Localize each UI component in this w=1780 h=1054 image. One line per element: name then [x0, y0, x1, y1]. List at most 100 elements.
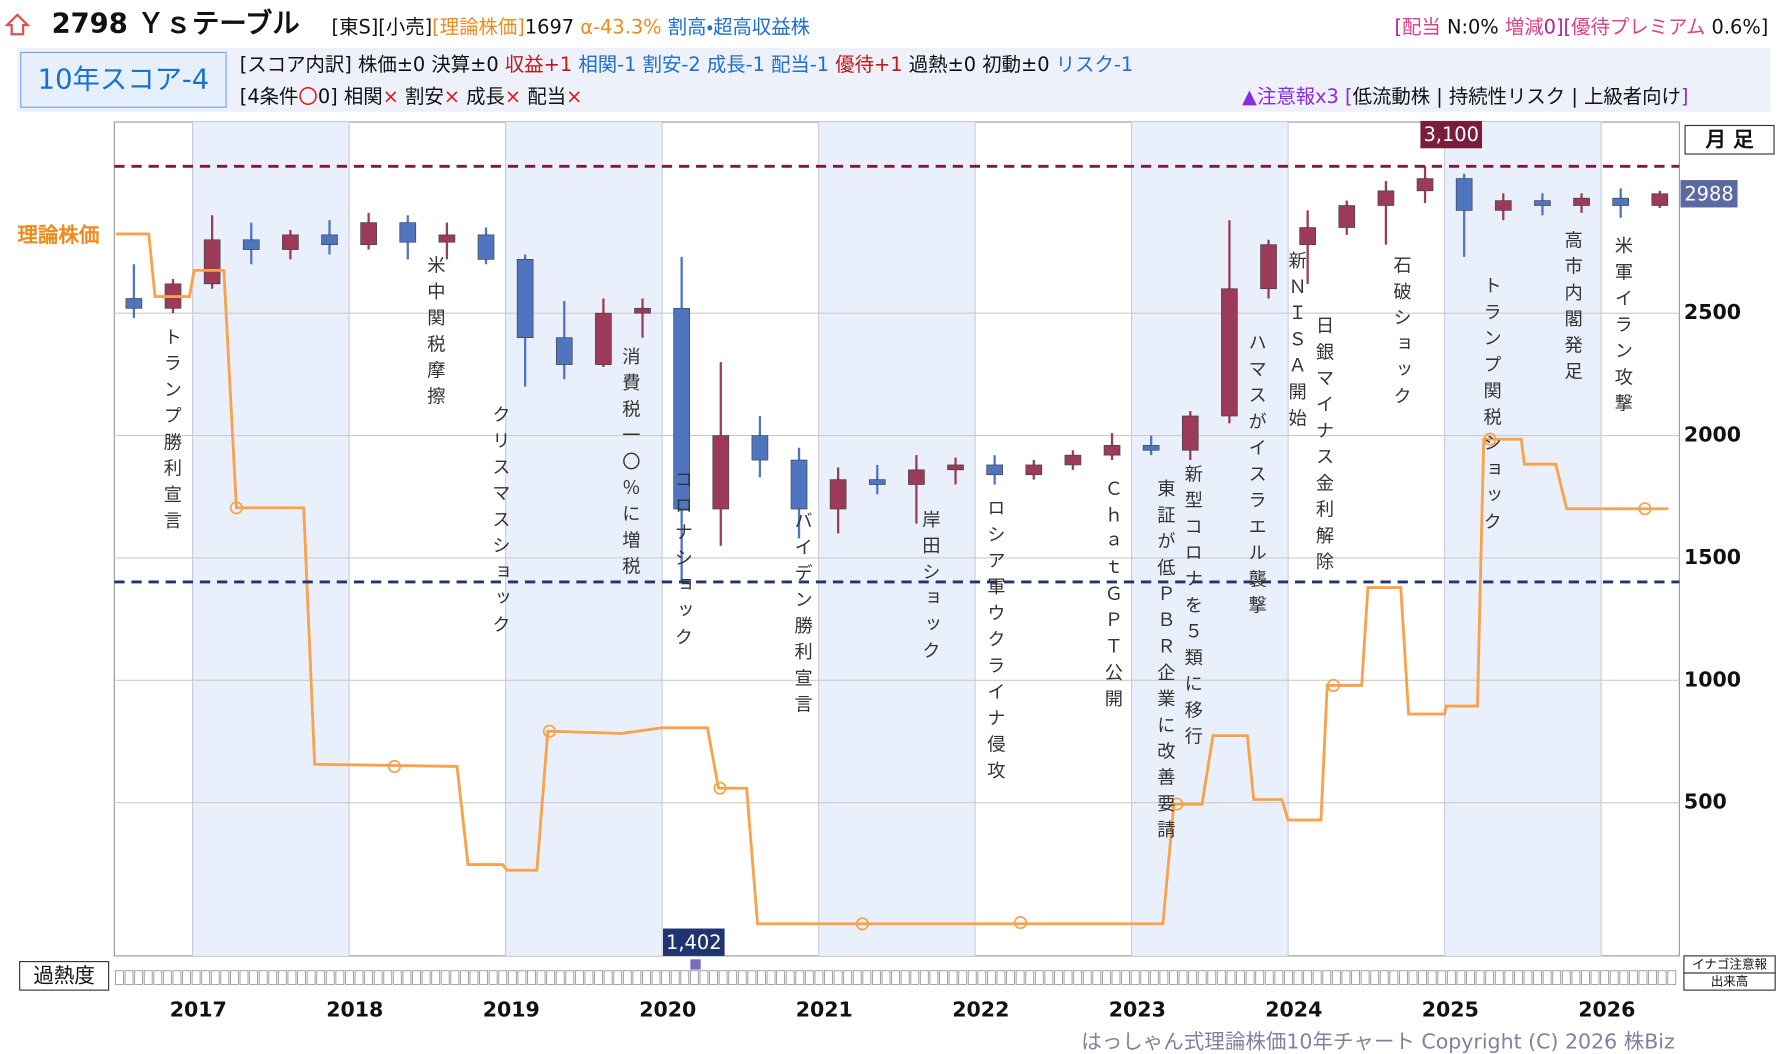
- score-conditions-part: 割安: [399, 84, 444, 107]
- overheat-cell: [162, 970, 172, 985]
- x-tick-label: 2018: [326, 998, 383, 1022]
- candle-body: [1338, 205, 1356, 228]
- overheat-cell: [431, 970, 441, 985]
- overheat-cell: [1054, 970, 1063, 985]
- theory-line: [115, 232, 1669, 926]
- overheat-cell: [939, 970, 948, 985]
- candle-body: [1651, 193, 1669, 206]
- candle-body: [595, 312, 612, 365]
- event-annotation: トランプ勝利宣言: [161, 327, 182, 537]
- overheat-cell: [392, 970, 402, 985]
- x-tick-label: 2019: [483, 998, 540, 1022]
- overheat-cell: [1542, 970, 1552, 985]
- header-part: α-43.3%: [580, 15, 667, 38]
- score-conditions-part: 〇: [298, 84, 317, 107]
- overheat-cell: [479, 970, 489, 985]
- header-info: [東S][小売][理論株価]1697 α-43.3% 割高・超高収益株: [325, 15, 810, 38]
- header-part: 1697: [525, 15, 580, 38]
- overheat-cell: [1293, 970, 1303, 985]
- overheat-cell: [613, 970, 623, 985]
- event-annotation: 米軍イラン攻撃: [1612, 236, 1633, 420]
- overheat-cell: [124, 970, 134, 985]
- candle-body: [634, 307, 651, 314]
- overheat-cell: [517, 970, 527, 985]
- event-annotation: クリスマスショック: [489, 405, 510, 641]
- overheat-cell: [1169, 970, 1178, 985]
- overheat-cell: [450, 970, 460, 985]
- overheat-cell: [1130, 970, 1140, 985]
- overheat-cell: [1427, 970, 1437, 985]
- overheat-cell: [1255, 970, 1265, 985]
- overheat-cell: [1437, 970, 1447, 985]
- candle-body: [282, 234, 299, 250]
- candle-body: [673, 307, 690, 510]
- overheat-cell: [1188, 970, 1198, 985]
- overheat-cell: [1025, 970, 1035, 985]
- overheat-cell: [1590, 970, 1600, 985]
- candle-body: [516, 259, 534, 339]
- event-annotation: 新ＮＩＳＡ開始: [1286, 251, 1307, 435]
- score-warning: ▲注意報x3 [低流動株 | 持続性リスク | 上級者向け]: [1242, 84, 1688, 107]
- overheat-cell: [1360, 970, 1370, 985]
- overheat-cell: [229, 970, 239, 985]
- overheat-cell: [220, 970, 230, 985]
- overheat-cell: [536, 970, 546, 985]
- overheat-cell: [1236, 970, 1245, 985]
- overheat-cell: [1619, 970, 1629, 985]
- overheat-cell: [919, 970, 929, 985]
- overheat-cell: [852, 970, 862, 985]
- overheat-box: [19, 961, 110, 991]
- overheat-cell: [661, 970, 671, 985]
- overheat-cell: [1245, 970, 1255, 985]
- overheat-cell: [670, 970, 680, 985]
- header-right-part: 配当: [1402, 15, 1441, 38]
- overheat-cell: [622, 970, 632, 985]
- overheat-cell: [1092, 970, 1102, 985]
- overheat-cell: [766, 970, 776, 985]
- overheat-cell: [1101, 970, 1111, 985]
- overheat-cell: [565, 970, 575, 985]
- score-conditions-part: 配当: [521, 84, 566, 107]
- candle-body: [868, 479, 886, 485]
- overheat-cell: [153, 970, 163, 985]
- theory-marker: [387, 759, 402, 774]
- overheat-cell: [1140, 970, 1150, 985]
- overheat-cell: [881, 970, 891, 985]
- overheat-cell: [440, 970, 450, 985]
- overheat-cell: [862, 970, 872, 985]
- overheat-cell: [143, 970, 153, 985]
- theory-marker: [855, 917, 869, 931]
- score-breakdown-part: 相関-1 割安-2 成長-1 配当-1: [578, 53, 835, 76]
- overheat-cell: [459, 970, 469, 985]
- y-tick-label: 2000: [1684, 423, 1741, 447]
- header-right-part: [: [1394, 15, 1402, 38]
- x-tick-label: 2026: [1578, 998, 1635, 1022]
- overheat-cell: [287, 970, 297, 985]
- candle-body: [1025, 464, 1043, 476]
- overheat-cell: [1446, 970, 1456, 985]
- overheat-cell: [1149, 970, 1159, 985]
- ref-label: 3,100: [1423, 123, 1478, 146]
- overheat-cell: [1159, 970, 1169, 985]
- header-part: [理論株価]: [432, 15, 525, 38]
- copyright: はっしゃん式理論株価10年チャート Copyright (C) 2026 株Bi…: [1081, 1030, 1675, 1054]
- volume-label: 出来高: [1711, 974, 1749, 989]
- overheat-cell: [469, 970, 479, 985]
- overheat-cell: [1561, 970, 1571, 985]
- candle-body: [203, 239, 221, 285]
- event-annotation: 石破ショック: [1391, 256, 1412, 413]
- overheat-cell: [546, 970, 556, 985]
- event-annotation: 米中関税摩擦: [424, 256, 445, 413]
- overheat-cell: [297, 970, 306, 985]
- overheat-cell: [210, 970, 220, 985]
- candle-body: [947, 464, 964, 471]
- overheat-cell: [1533, 970, 1543, 985]
- overheat-cell: [958, 970, 968, 985]
- overheat-cell: [1082, 970, 1092, 985]
- candle-body: [125, 298, 143, 309]
- overheat-cell: [1389, 970, 1399, 985]
- overheat-cell: [1648, 970, 1658, 985]
- overheat-cell: [115, 970, 124, 985]
- score-conditions-part: [4条件: [240, 84, 299, 107]
